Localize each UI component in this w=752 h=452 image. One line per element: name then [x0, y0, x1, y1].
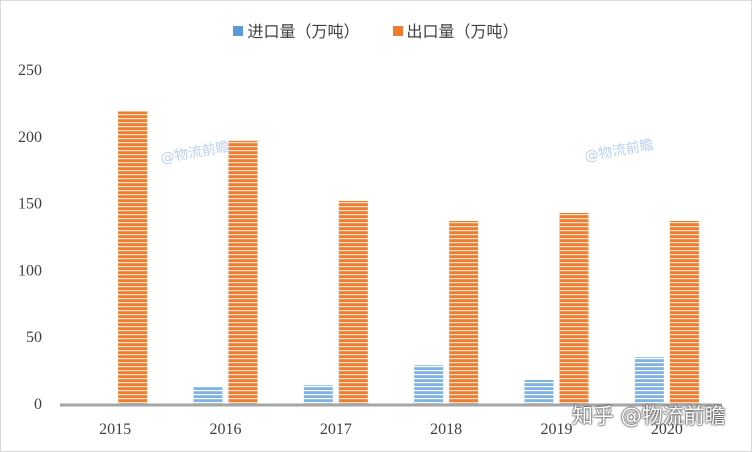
bar-export-2020 — [669, 220, 699, 404]
x-tick-label: 2017 — [320, 421, 352, 438]
bar-export-2015 — [118, 111, 148, 404]
legend-swatch-import — [233, 26, 244, 36]
legend-label-import: 进口量（万吨） — [247, 22, 360, 41]
y-tick-label: 100 — [18, 262, 42, 279]
y-tick-label: 50 — [26, 329, 42, 346]
x-tick-label: 2020 — [651, 421, 683, 438]
bar-import-2018 — [414, 365, 444, 404]
bar-export-2019 — [559, 212, 589, 404]
bar-import-2019 — [524, 379, 554, 404]
y-tick-label: 250 — [18, 62, 42, 79]
legend-item-export: 出口量（万吨） — [392, 18, 519, 42]
legend-label-export: 出口量（万吨） — [406, 22, 519, 41]
bar-export-2017 — [338, 200, 368, 404]
x-tick-label: 2015 — [99, 421, 131, 438]
x-tick-label: 2016 — [210, 421, 242, 438]
x-tick-label: 2019 — [541, 421, 573, 438]
bar-export-2018 — [449, 220, 479, 404]
bar-import-2020 — [634, 357, 664, 404]
bar-import-2016 — [193, 386, 223, 404]
legend-item-import: 进口量（万吨） — [233, 18, 359, 42]
bar-export-2016 — [228, 140, 258, 405]
bar-import-2017 — [303, 385, 333, 404]
y-tick-label: 150 — [18, 196, 42, 213]
y-tick-label: 0 — [34, 396, 42, 413]
brand-watermark: 知乎 @物流前瞻 — [572, 404, 726, 428]
chart-legend: 进口量（万吨） 出口量（万吨） — [0, 18, 752, 42]
x-tick-label: 2018 — [430, 421, 462, 438]
y-tick-label: 200 — [18, 129, 42, 146]
legend-swatch-export — [392, 26, 403, 36]
